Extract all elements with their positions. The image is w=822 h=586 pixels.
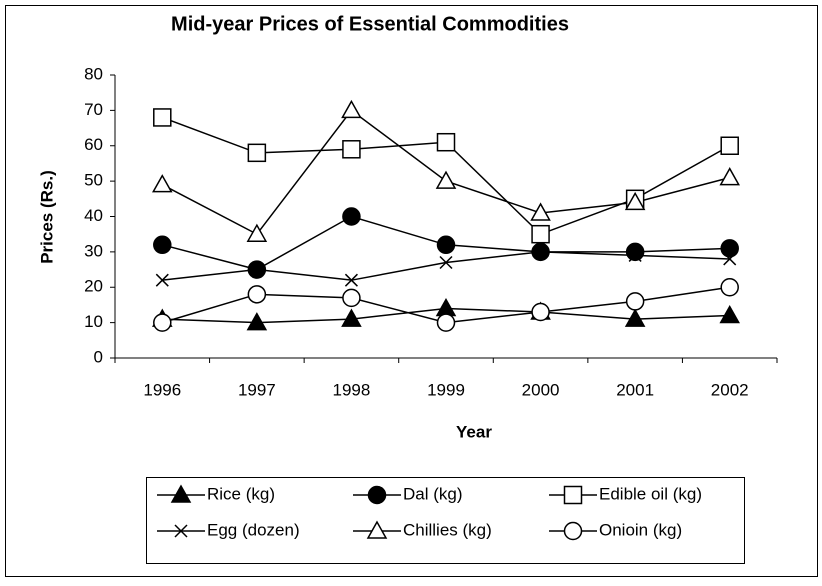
y-tick-label: 0 [94,347,103,366]
marker [436,132,456,152]
marker [153,313,172,332]
y-tick-label: 70 [84,100,103,119]
legend-label: Rice (kg) [207,484,275,503]
marker [366,520,388,539]
y-tick-label: 50 [84,171,103,190]
marker [436,313,456,332]
x-tick-label: 1999 [427,380,465,399]
marker [723,252,737,266]
marker [153,235,172,255]
marker [534,245,548,259]
marker [720,278,739,297]
marker [624,308,646,327]
marker [563,521,583,541]
marker [250,263,264,277]
x-axis-label: Year [456,422,492,441]
marker [174,524,188,538]
marker [155,273,169,287]
marker [341,99,362,119]
legend-box [146,477,745,564]
marker [152,174,173,193]
marker [720,136,739,155]
marker [246,223,268,242]
marker [530,202,551,221]
marker [624,191,646,211]
marker [341,308,362,327]
marker [719,167,740,186]
marker [439,255,453,270]
marker [246,312,268,331]
legend-label: Chillies (kg) [403,520,492,539]
marker [342,288,361,308]
x-tick-label: 2000 [522,380,560,399]
marker [342,140,361,159]
y-tick-label: 80 [84,64,103,83]
x-tick-label: 2001 [616,380,654,399]
y-tick-label: 60 [84,135,103,154]
marker [563,485,583,505]
marker [170,484,192,503]
marker [531,302,550,322]
marker [719,305,740,324]
marker [247,143,267,163]
marker [344,273,358,287]
chart-title: Mid-year Prices of Essential Commodities [171,13,569,35]
x-tick-label: 1996 [143,380,181,399]
legend-label: Onioin (kg) [599,520,682,539]
marker [436,235,456,255]
marker [628,248,642,262]
marker [435,170,457,189]
marker [720,239,739,258]
y-tick-label: 20 [84,277,103,296]
marker [531,224,550,244]
legend-label: Dal (kg) [403,484,463,503]
x-tick-label: 1998 [333,380,371,399]
y-tick-label: 10 [84,312,103,331]
x-tick-label: 1997 [238,380,276,399]
y-tick-label: 40 [84,206,103,225]
marker [342,207,361,226]
marker [367,485,387,505]
marker [247,285,267,304]
marker [153,108,172,127]
y-tick-label: 30 [84,241,103,260]
y-axis-label: Prices (Rs.) [37,170,56,264]
marker [625,242,645,262]
marker [625,292,645,311]
legend-label: Egg (dozen) [207,520,300,539]
x-tick-label: 2002 [711,380,749,399]
legend-label: Edible oil (kg) [599,484,702,503]
